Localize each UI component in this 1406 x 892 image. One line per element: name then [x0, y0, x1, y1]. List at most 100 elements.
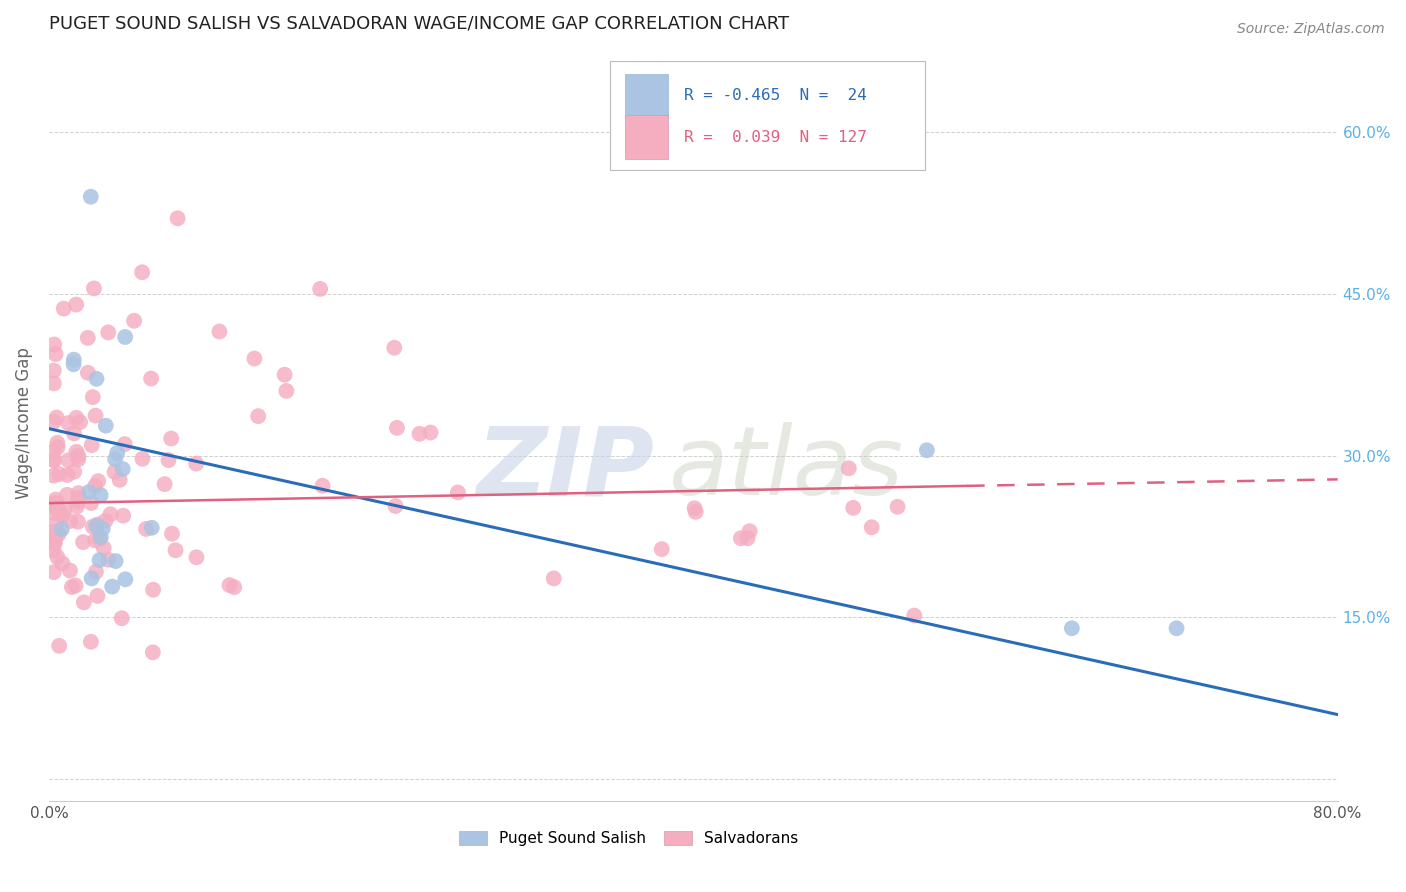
Point	[160, 526, 183, 541]
Point	[45, 410, 67, 425]
Point	[651, 542, 673, 557]
Point	[82, 519, 104, 533]
Point	[45, 492, 67, 507]
Point	[42, 415, 65, 429]
Point	[73, 595, 96, 609]
Point	[53, 502, 76, 516]
Point	[67, 449, 90, 463]
Point	[112, 508, 135, 523]
Point	[153, 477, 176, 491]
Point	[186, 550, 208, 565]
Point	[77, 485, 100, 500]
Point	[89, 532, 111, 546]
Point	[382, 341, 405, 355]
Point	[419, 425, 441, 440]
Text: R =  0.039  N = 127: R = 0.039 N = 127	[685, 129, 868, 145]
Point	[65, 578, 87, 592]
Point	[730, 531, 752, 545]
Point	[915, 443, 938, 458]
Point	[42, 565, 65, 579]
Point	[80, 438, 103, 452]
Point	[42, 529, 65, 543]
Point	[142, 645, 165, 659]
Point	[114, 330, 136, 344]
Point	[114, 572, 136, 586]
Point	[69, 415, 91, 429]
Point	[166, 211, 188, 226]
Point	[91, 522, 114, 536]
Point	[186, 457, 208, 471]
Point	[62, 352, 84, 367]
Point	[311, 479, 333, 493]
Point	[1060, 621, 1083, 635]
Point	[45, 500, 67, 515]
Point	[142, 582, 165, 597]
Point	[90, 530, 112, 544]
Point	[42, 376, 65, 391]
Point	[842, 500, 865, 515]
Point	[59, 514, 82, 528]
Point	[224, 580, 246, 594]
Point	[58, 416, 80, 430]
Point	[42, 537, 65, 551]
Point	[84, 533, 107, 548]
Point	[67, 486, 90, 500]
Point	[737, 531, 759, 545]
Point	[46, 435, 69, 450]
Point	[97, 553, 120, 567]
Point	[42, 453, 65, 467]
Point	[886, 500, 908, 514]
Point	[52, 301, 75, 316]
Point	[243, 351, 266, 366]
Point	[46, 503, 69, 517]
Point	[56, 468, 79, 483]
Point	[114, 437, 136, 451]
Point	[44, 531, 66, 545]
Text: Source: ZipAtlas.com: Source: ZipAtlas.com	[1237, 22, 1385, 37]
Point	[65, 445, 87, 459]
Point	[89, 553, 111, 567]
Point	[63, 426, 86, 441]
Point	[42, 506, 65, 520]
Point	[111, 611, 134, 625]
FancyBboxPatch shape	[610, 61, 925, 170]
Point	[90, 488, 112, 502]
Point	[97, 326, 120, 340]
Point	[45, 496, 67, 510]
Point	[685, 505, 707, 519]
Point	[218, 578, 240, 592]
Point	[141, 521, 163, 535]
Point	[44, 535, 66, 549]
Point	[683, 501, 706, 516]
Y-axis label: Wage/Income Gap: Wage/Income Gap	[15, 347, 32, 500]
Point	[160, 432, 183, 446]
Point	[738, 524, 761, 538]
Point	[104, 465, 127, 479]
Point	[80, 496, 103, 510]
Point	[838, 461, 860, 475]
Point	[76, 366, 98, 380]
Point	[83, 281, 105, 295]
Point	[65, 297, 87, 311]
Point	[385, 421, 408, 435]
Point	[273, 368, 295, 382]
Point	[42, 524, 65, 539]
Point	[45, 347, 67, 361]
Point	[135, 522, 157, 536]
Point	[46, 550, 69, 565]
Text: R = -0.465  N =  24: R = -0.465 N = 24	[685, 88, 868, 103]
Point	[72, 535, 94, 549]
Point	[104, 452, 127, 467]
Legend: Puget Sound Salish, Salvadorans: Puget Sound Salish, Salvadorans	[460, 831, 799, 847]
Point	[1166, 621, 1188, 635]
Point	[84, 409, 107, 423]
Point	[94, 514, 117, 528]
Point	[44, 337, 66, 351]
Point	[66, 495, 89, 509]
Point	[860, 520, 883, 534]
Point	[42, 453, 65, 467]
Text: PUGET SOUND SALISH VS SALVADORAN WAGE/INCOME GAP CORRELATION CHART: PUGET SOUND SALISH VS SALVADORAN WAGE/IN…	[49, 15, 789, 33]
Point	[309, 282, 332, 296]
Point	[108, 473, 131, 487]
Point	[48, 467, 70, 482]
